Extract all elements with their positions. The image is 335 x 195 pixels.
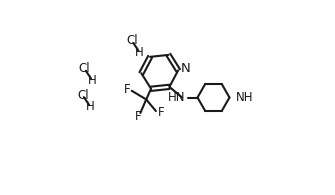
Text: Cl: Cl: [79, 62, 90, 75]
Text: N: N: [181, 62, 191, 75]
Text: F: F: [135, 110, 142, 123]
Text: NH: NH: [236, 91, 253, 104]
Text: H: H: [86, 100, 94, 113]
Text: H: H: [88, 74, 96, 87]
Text: F: F: [157, 106, 164, 120]
Text: Cl: Cl: [77, 89, 88, 102]
Text: HN: HN: [168, 91, 185, 104]
Text: F: F: [124, 83, 130, 96]
Text: Cl: Cl: [126, 35, 138, 47]
Text: H: H: [135, 45, 144, 58]
